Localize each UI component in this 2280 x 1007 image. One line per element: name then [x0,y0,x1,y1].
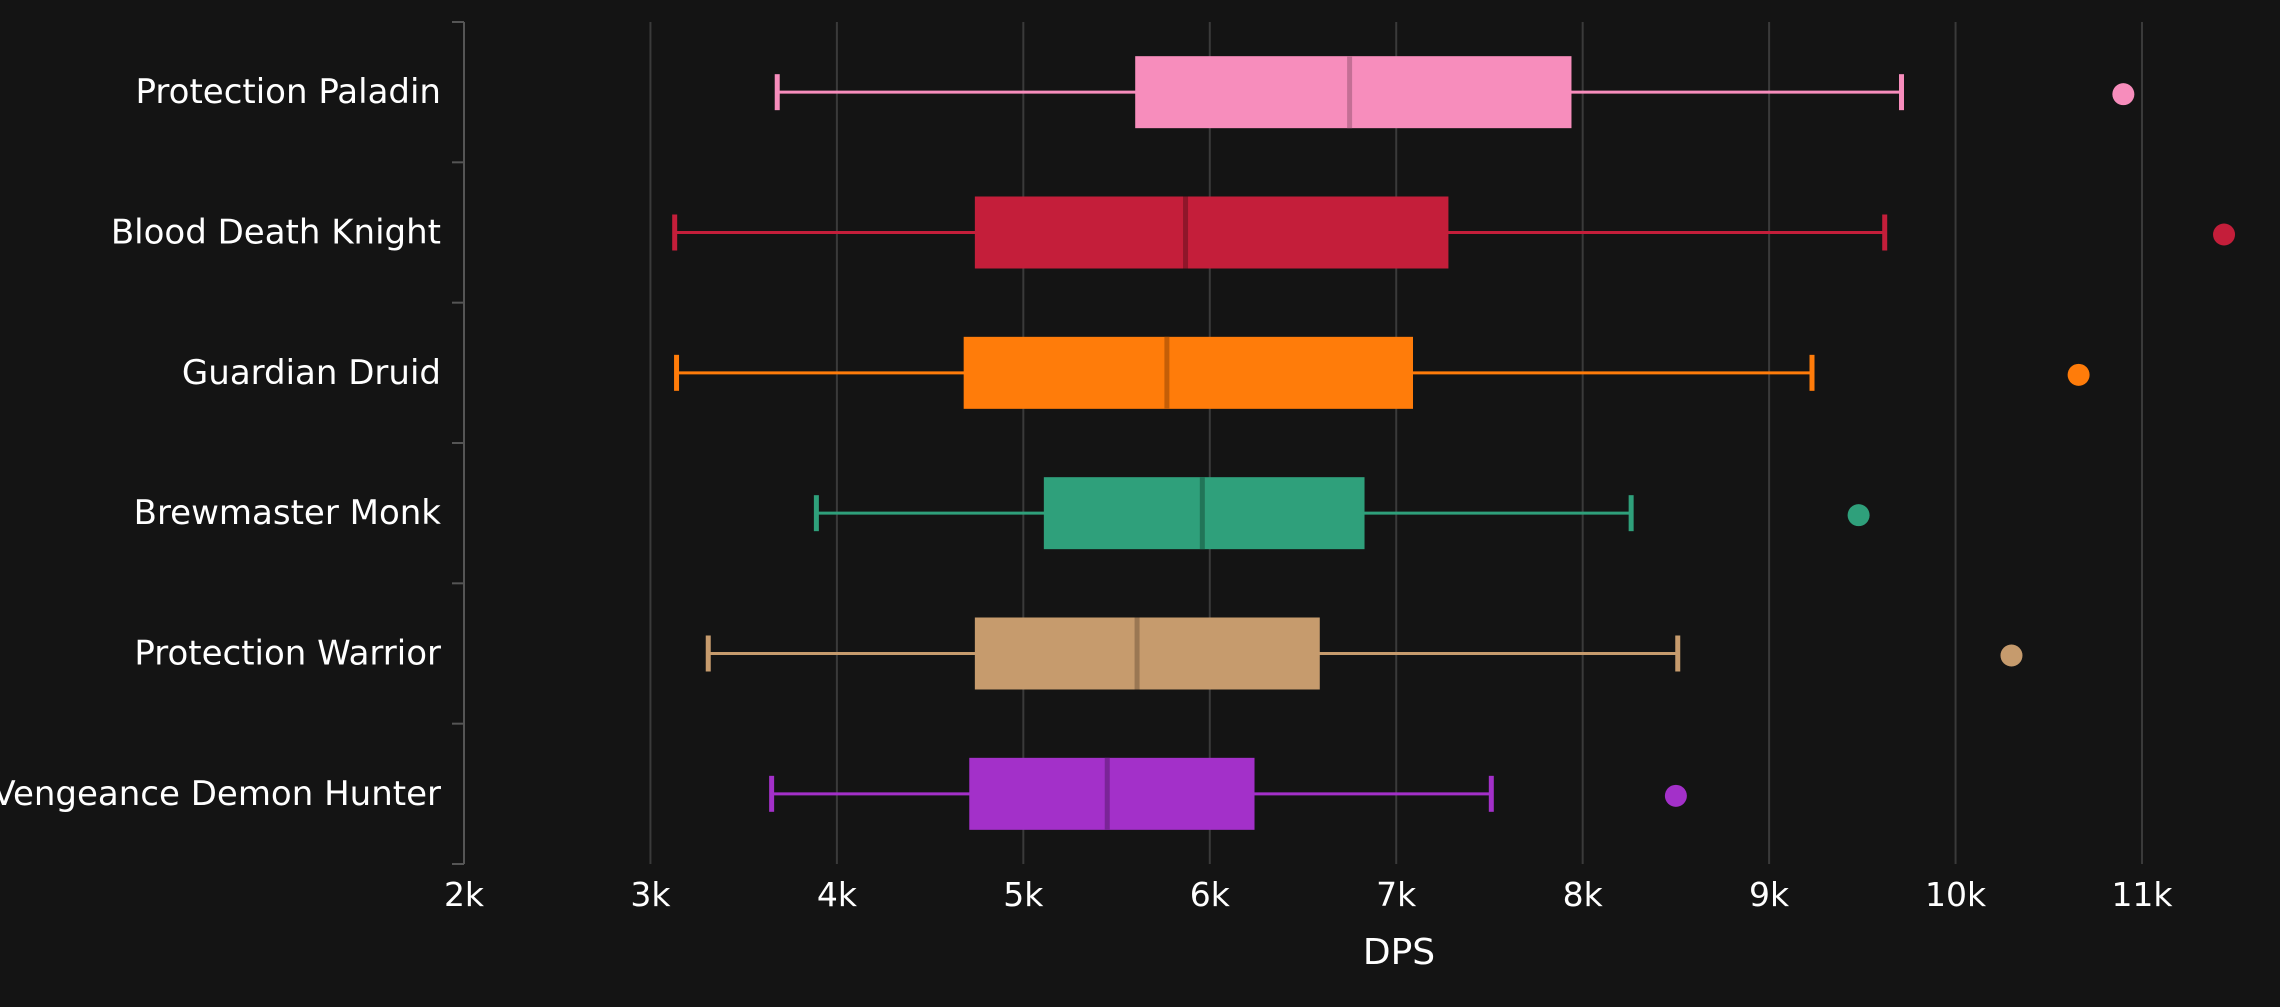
box-group [705,617,2023,690]
box-group [774,56,2135,129]
category-label: Blood Death Knight [111,213,441,253]
category-label: Protection Warrior [134,634,441,674]
grid-lines [649,22,2143,864]
box-group [672,196,2236,269]
x-axis-ticks: 2k 3k 4k 5k 6k 7k 8k 9k 10k 11k [444,875,2173,914]
box-iqr [974,196,1449,269]
box-iqr [974,617,1320,690]
x-tick-label: 8k [1563,875,1604,914]
box-iqr [969,757,1255,830]
category-label: Guardian Druid [182,353,441,393]
x-tick-label: 7k [1376,875,1417,914]
outlier-point [2067,363,2090,386]
category-label: Vengeance Demon Hunter [0,774,441,814]
x-tick-label: 3k [630,875,671,914]
box-group [813,477,1870,550]
category-label: Brewmaster Monk [134,493,442,533]
x-tick-label: 11k [2111,875,2173,914]
x-axis-title: DPS [1363,932,1435,973]
category-labels: Protection Paladin Blood Death Knight Guar… [0,72,441,814]
x-tick-label: 5k [1003,875,1044,914]
outlier-point [2000,644,2023,667]
x-tick-label: 10k [1925,875,1987,914]
box-iqr [963,336,1414,409]
x-tick-label: 2k [444,875,485,914]
outlier-point [2213,223,2236,246]
outlier-point [1847,504,1870,527]
box-iqr [1135,56,1572,129]
x-tick-label: 9k [1749,875,1790,914]
box-group [769,757,1687,830]
y-axis [452,21,465,865]
box-group [674,336,2090,409]
outlier-point [1664,784,1687,807]
box-series [672,56,2236,830]
x-tick-label: 4k [817,875,858,914]
category-label: Protection Paladin [136,72,442,112]
outlier-point [2112,83,2135,106]
x-tick-label: 6k [1190,875,1231,914]
